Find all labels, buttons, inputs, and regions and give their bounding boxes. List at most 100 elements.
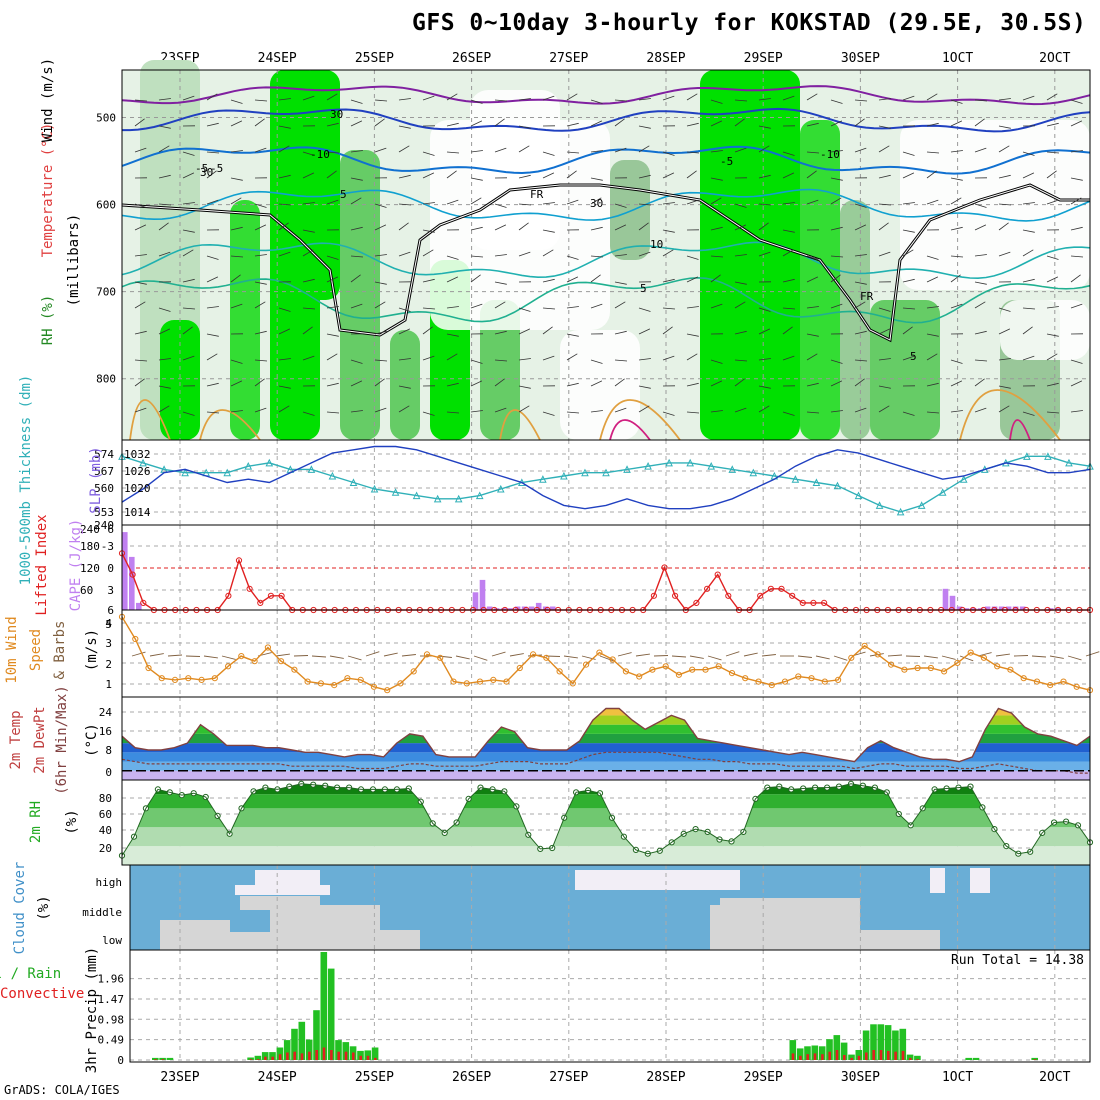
wind-tick: 3 <box>105 637 112 650</box>
wind-barb <box>182 326 193 335</box>
wind-barb <box>758 307 771 312</box>
contour-label: 30 <box>200 166 213 179</box>
wind-barb <box>734 203 747 208</box>
precip-convective-bar <box>256 1059 260 1060</box>
precip-total-bar <box>818 1046 826 1060</box>
wind-barb <box>254 147 267 153</box>
wind-barb <box>494 254 507 257</box>
wind-barb <box>278 385 291 389</box>
wind-barb <box>998 222 1009 231</box>
wind-barb <box>254 254 267 257</box>
thickness-line-marker <box>917 501 926 509</box>
wind-barb <box>1022 307 1036 310</box>
wind-speed-line-marker <box>980 654 988 661</box>
precip-convective-bar <box>154 1059 157 1060</box>
thickness-line-marker <box>854 491 863 500</box>
thickness-line-marker <box>959 475 968 483</box>
precip-convective-bar <box>352 1052 355 1060</box>
wind-barb <box>782 172 795 179</box>
thickness-line-marker <box>475 491 484 500</box>
precip-convective-bar <box>835 1050 839 1060</box>
wind-barb <box>926 255 939 260</box>
thickness-line-marker <box>896 507 905 516</box>
wind-barb <box>926 382 939 387</box>
wind-barb <box>902 326 913 335</box>
wind-barb <box>662 202 675 205</box>
wind-barb <box>542 355 555 361</box>
wind-barb <box>470 274 481 283</box>
precip-legend-total: Total / Rain <box>0 966 61 982</box>
lifted-index-line-marker <box>225 592 232 599</box>
wind-barb <box>854 203 867 208</box>
precip-convective-bar <box>359 1055 362 1060</box>
wind-barb <box>470 226 483 231</box>
surface-wind-barb <box>1031 655 1047 658</box>
wind-barb <box>158 251 171 257</box>
wind-barb <box>614 281 627 285</box>
wind-barb <box>422 326 433 335</box>
precip-total-bar <box>804 1046 811 1060</box>
wind-barb <box>254 224 267 231</box>
thickness-line-marker <box>181 468 189 477</box>
wind-barb <box>686 199 699 205</box>
surface-wind-barb <box>617 652 632 657</box>
surface-wind-barb <box>743 652 758 657</box>
wind-barb <box>230 177 243 181</box>
wind-barb <box>278 328 291 335</box>
wind-barb <box>950 255 964 258</box>
wind-barb <box>782 278 795 283</box>
cape-top-tick: 240 <box>94 519 114 532</box>
wind-ylabel-1: 10m Wind <box>4 616 20 683</box>
wind-barb <box>566 151 580 154</box>
wind-barb <box>998 145 1010 153</box>
wind-barb <box>446 199 459 205</box>
wind-barb <box>854 281 867 285</box>
wind-barb <box>662 229 675 233</box>
wind-barb <box>398 125 411 129</box>
cape-tick: 180 <box>80 540 100 553</box>
wind-barb <box>1046 306 1059 309</box>
wind-barb <box>206 199 219 205</box>
lifted-index-line-marker <box>810 599 817 607</box>
wind-barb <box>806 93 818 101</box>
thickness-line-marker <box>686 458 694 467</box>
wind-barb <box>158 358 171 361</box>
wind-barb <box>950 359 963 364</box>
cape-ylabel: CAPE (J/kg) <box>68 519 84 612</box>
wind-barb <box>614 407 627 413</box>
wind-barb <box>470 255 484 258</box>
wind-barb <box>182 355 195 361</box>
wind-barb <box>326 333 339 337</box>
wind-barb <box>158 307 171 312</box>
freezing-line-inner <box>121 184 1090 341</box>
precip-total-bar <box>877 1024 885 1060</box>
wind-barb <box>590 99 603 104</box>
wind-barb <box>830 99 843 104</box>
wind-barb <box>134 378 145 387</box>
lifted-index-line-marker <box>129 571 136 578</box>
wind-barb <box>1046 411 1060 414</box>
wind-barb <box>398 358 411 361</box>
precip-total-bar <box>335 1040 342 1060</box>
thickness-line-marker <box>707 462 716 470</box>
precip-total-bar <box>840 1042 848 1060</box>
wind-barb <box>350 380 363 387</box>
wind-barb <box>710 150 723 153</box>
precip-convective-bar <box>344 1051 348 1060</box>
wind-barb <box>158 405 170 413</box>
wind-barb <box>182 172 195 179</box>
low-cloud-block <box>270 905 380 950</box>
wind-barb <box>158 203 172 206</box>
contour-label: 10 <box>650 238 663 251</box>
wind-barb <box>422 151 435 156</box>
cape-bar <box>1019 606 1026 610</box>
precip-convective-bar <box>887 1050 890 1060</box>
wind-barb <box>398 385 411 389</box>
wind-barb <box>950 99 963 104</box>
wind-barb <box>446 382 459 387</box>
precip-total-bar <box>870 1024 877 1060</box>
precip-tick: 0.49 <box>98 1034 125 1047</box>
precip-total-bar <box>276 1047 284 1060</box>
thickness-line-marker <box>539 475 547 483</box>
wind-speed-line-marker <box>556 668 563 675</box>
